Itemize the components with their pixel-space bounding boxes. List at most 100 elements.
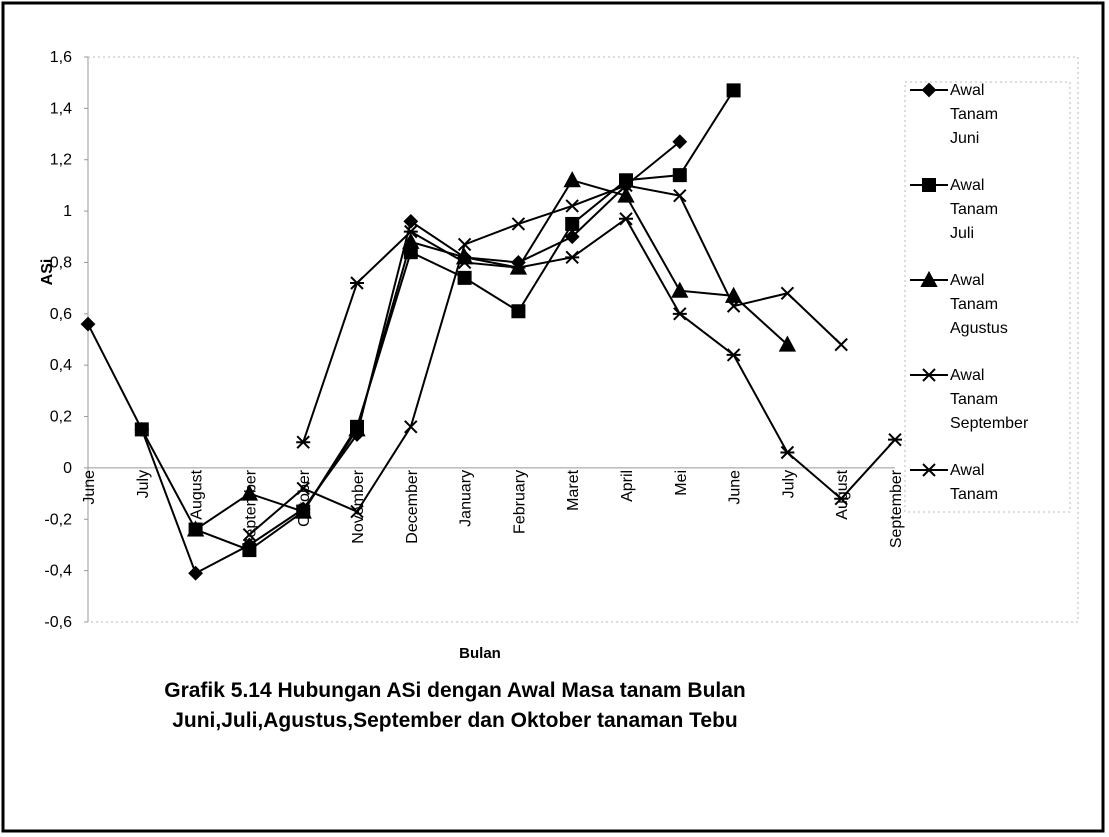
point <box>922 178 936 192</box>
point <box>296 435 311 449</box>
point <box>511 217 526 231</box>
x-tick-label: December <box>404 469 421 543</box>
legend-label: Awal Tanam Juni <box>950 82 998 147</box>
point <box>294 502 312 519</box>
y-tick-label: 1,2 <box>50 152 72 169</box>
point <box>673 188 687 203</box>
point <box>564 229 580 245</box>
legend-word: September <box>950 415 1029 432</box>
x-tick-label: August <box>834 469 851 519</box>
legend-box <box>904 81 1071 513</box>
point <box>403 224 418 239</box>
point <box>402 232 420 249</box>
point <box>780 286 795 300</box>
point <box>404 420 418 434</box>
point <box>619 178 633 193</box>
point <box>511 304 526 319</box>
legend-word: Tanam <box>950 296 998 313</box>
legend-word: Awal <box>950 82 984 99</box>
chart-title: Grafik 5.14 Hubungan ASi dengan Awal Mas… <box>164 679 746 732</box>
x-tick-label: Mei <box>673 470 690 496</box>
x-tick-label: August <box>189 469 206 519</box>
point <box>726 299 741 313</box>
legend-word: Awal <box>950 272 984 289</box>
y-tick-label: 0,2 <box>50 409 72 426</box>
series-line <box>87 140 681 575</box>
legend-word: Tanam <box>950 106 998 123</box>
point <box>672 134 688 150</box>
point <box>240 484 259 501</box>
point <box>834 492 849 506</box>
point <box>672 168 687 183</box>
y-axis-label: ASi <box>39 259 56 286</box>
point <box>619 212 633 226</box>
point <box>565 250 580 265</box>
point <box>242 527 257 542</box>
point <box>457 255 472 270</box>
legend-word: Agustus <box>950 320 1008 337</box>
x-tick-label: July <box>135 470 152 498</box>
point <box>348 420 366 437</box>
legend-word: Tanam <box>950 486 998 503</box>
legend-label: Awal Tanam September <box>950 367 1029 432</box>
point <box>403 213 419 229</box>
point <box>565 199 579 213</box>
point <box>834 337 848 352</box>
y-tick-label: 1,6 <box>50 49 72 66</box>
point <box>920 270 938 287</box>
series-line <box>195 179 789 531</box>
legend-word: Awal <box>950 367 984 384</box>
x-tick-label: July <box>780 470 797 498</box>
point <box>921 82 937 98</box>
x-axis-label: Bulan <box>459 645 501 662</box>
y-tick-label: -0,6 <box>44 614 72 631</box>
x-tick-label: February <box>511 470 528 534</box>
legend-label: Awal Tanam Juli <box>950 177 998 242</box>
point <box>563 171 581 188</box>
legend-word: Juli <box>950 225 974 242</box>
series-line <box>302 217 896 501</box>
point <box>188 565 204 581</box>
legend-word: Awal <box>950 462 984 479</box>
point <box>922 463 936 477</box>
point <box>780 445 795 460</box>
point <box>672 307 687 321</box>
point <box>726 83 741 98</box>
legend-label: Awal Tanam <box>950 462 998 503</box>
point <box>726 348 741 362</box>
x-tick-label: April <box>619 470 636 502</box>
y-tick-label: -0,4 <box>44 563 72 580</box>
y-tick-label: -0,2 <box>44 511 72 528</box>
point <box>350 276 364 290</box>
legend-word: Juni <box>950 130 979 147</box>
point <box>617 186 635 203</box>
plot-area <box>87 56 1079 623</box>
legend-label: Awal Tanam Agustus <box>950 272 1008 337</box>
series-line <box>248 184 842 536</box>
x-tick-label: January <box>458 470 475 527</box>
legend-word: Awal <box>950 177 984 194</box>
y-tick-label: 0,4 <box>50 357 72 374</box>
y-tick-label: 0,8 <box>50 254 72 271</box>
x-tick-label: Maret <box>565 469 582 510</box>
x-tick-label: June <box>727 470 744 505</box>
point <box>565 216 580 231</box>
point <box>778 335 797 352</box>
x-tick-label: November <box>350 469 367 543</box>
point <box>186 520 205 537</box>
x-tick-label: September <box>888 469 905 548</box>
point <box>457 270 472 285</box>
point <box>511 260 526 275</box>
point <box>457 237 472 252</box>
legend-word: Tanam <box>950 391 998 408</box>
point <box>350 504 364 519</box>
y-tick-label: 0 <box>63 460 72 477</box>
y-tick-label: 1,4 <box>50 100 72 117</box>
y-tick-label: 1 <box>63 203 72 220</box>
point <box>671 281 689 298</box>
point <box>888 432 902 447</box>
x-tick-label: June <box>81 470 98 505</box>
point <box>80 316 96 332</box>
